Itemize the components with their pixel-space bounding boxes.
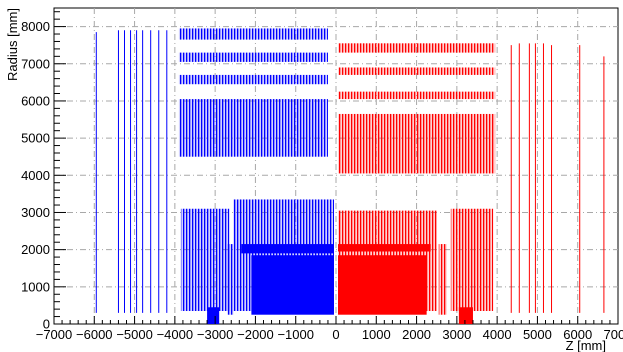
axes: −7000 −6000 −5000 −4000 −3000 −2000 −1000 0 1000…: [21, 11, 623, 342]
x-tick-label: 4000: [483, 327, 512, 342]
x-tick-label: 6000: [563, 327, 592, 342]
data-region: [338, 67, 496, 75]
data-region: [438, 244, 447, 315]
x-tick-label: 3000: [442, 327, 471, 342]
y-tick-label: 3000: [21, 205, 50, 220]
data-region: [338, 43, 496, 53]
x-tick-label: −2000: [237, 327, 274, 342]
data-layer: [95, 28, 605, 324]
x-tick-label: −4000: [157, 327, 194, 342]
x-tick-label: −3000: [197, 327, 234, 342]
y-tick-label: 1000: [21, 279, 50, 294]
x-tick-label: 1000: [362, 327, 391, 342]
data-region: [338, 113, 496, 174]
y-axis-title: Radius [mm]: [5, 8, 20, 81]
data-region: [178, 74, 328, 85]
x-tick-label: 7000: [604, 327, 623, 342]
y-tick-label: 5000: [21, 131, 50, 146]
y-tick-label: 8000: [21, 19, 50, 34]
data-region: [227, 244, 234, 315]
x-tick-label: −6000: [76, 327, 113, 342]
x-tick-label: 5000: [523, 327, 552, 342]
x-tick-label: 0: [332, 327, 339, 342]
data-region: [178, 28, 328, 40]
data-region: [458, 307, 473, 324]
data-region: [338, 91, 496, 100]
y-tick-label: 2000: [21, 242, 50, 257]
data-region: [241, 244, 334, 254]
data-region: [178, 99, 328, 157]
data-region: [450, 208, 494, 311]
y-tick-label: 7000: [21, 56, 50, 71]
x-tick-label: −5000: [116, 327, 153, 342]
x-tick-label: 2000: [402, 327, 431, 342]
data-region: [207, 307, 220, 324]
data-region: [178, 52, 328, 62]
x-axis-title: Z [mm]: [566, 338, 606, 352]
data-region: [338, 255, 427, 315]
y-tick-label: 4000: [21, 168, 50, 183]
y-tick-label: 0: [43, 317, 50, 332]
data-region: [180, 208, 230, 311]
y-tick-label: 6000: [21, 93, 50, 108]
data-region: [338, 244, 431, 252]
data-region: [251, 255, 334, 315]
x-tick-label: −1000: [277, 327, 314, 342]
x-tick-label: −7000: [36, 327, 73, 342]
